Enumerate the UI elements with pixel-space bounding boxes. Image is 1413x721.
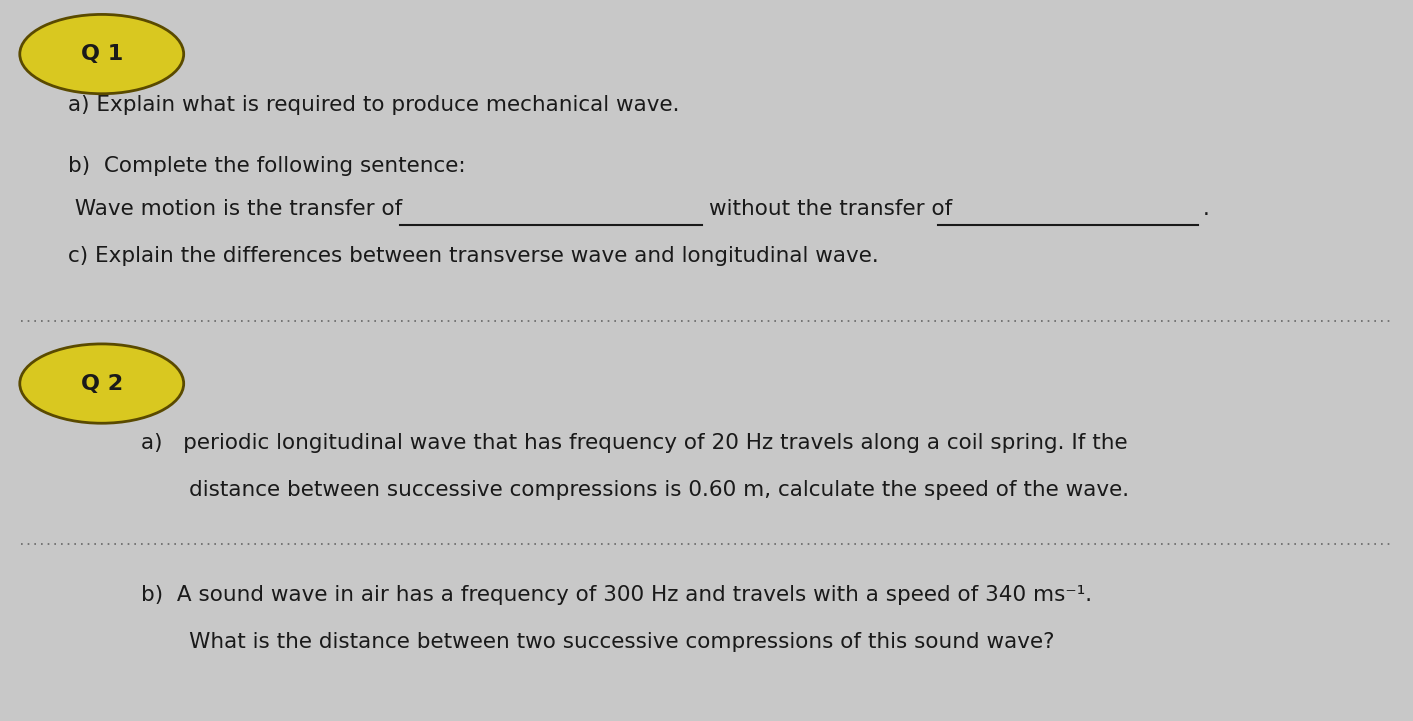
- Text: a)   periodic longitudinal wave that has frequency of 20 Hz travels along a coil: a) periodic longitudinal wave that has f…: [141, 433, 1128, 454]
- Text: Q 2: Q 2: [81, 373, 123, 394]
- Text: b)  A sound wave in air has a frequency of 300 Hz and travels with a speed of 34: b) A sound wave in air has a frequency o…: [141, 585, 1092, 605]
- Ellipse shape: [20, 14, 184, 94]
- Text: distance between successive compressions is 0.60 m, calculate the speed of the w: distance between successive compressions…: [141, 480, 1129, 500]
- Text: Q 1: Q 1: [81, 44, 123, 64]
- Text: Wave motion is the transfer of: Wave motion is the transfer of: [68, 199, 408, 219]
- Ellipse shape: [20, 344, 184, 423]
- Text: a) Explain what is required to produce mechanical wave.: a) Explain what is required to produce m…: [68, 94, 680, 115]
- Text: What is the distance between two successive compressions of this sound wave?: What is the distance between two success…: [141, 632, 1054, 652]
- Text: b)  Complete the following sentence:: b) Complete the following sentence:: [68, 156, 465, 176]
- Text: without the transfer of: without the transfer of: [709, 199, 952, 219]
- Text: .: .: [1202, 199, 1210, 219]
- Text: c) Explain the differences between transverse wave and longitudinal wave.: c) Explain the differences between trans…: [68, 246, 879, 266]
